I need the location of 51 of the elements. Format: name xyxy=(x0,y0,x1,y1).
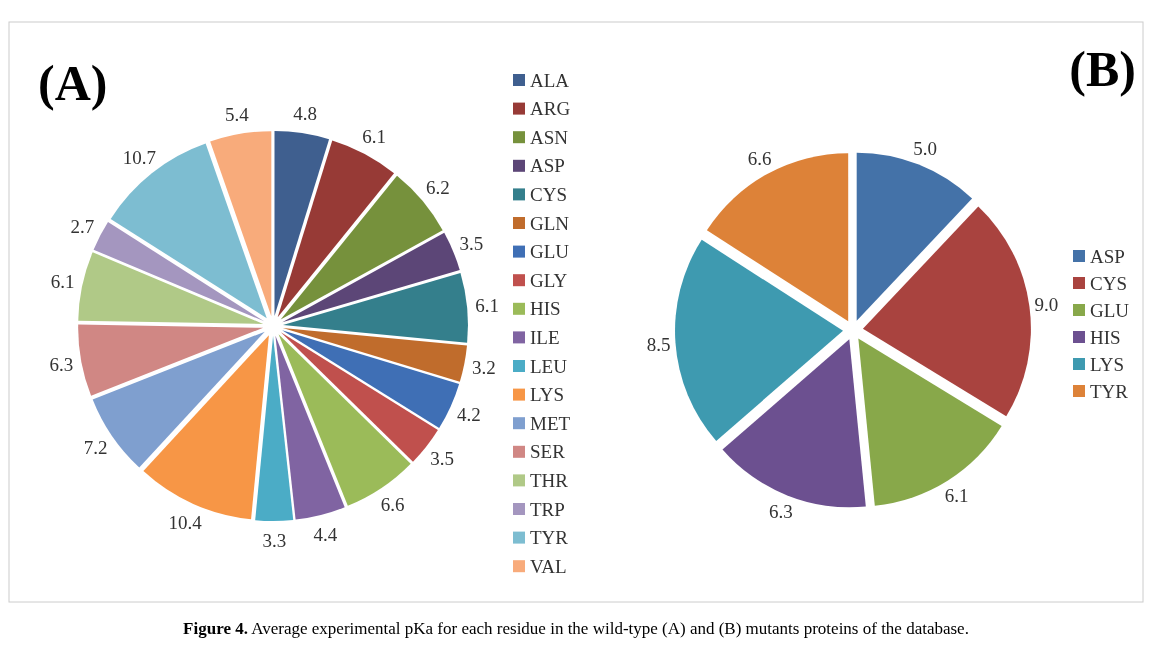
data-label: 6.2 xyxy=(425,177,450,199)
data-label: 6.1 xyxy=(944,484,969,506)
data-label: 10.4 xyxy=(168,511,203,533)
data-label: 6.6 xyxy=(747,148,772,170)
legend-label: CYS xyxy=(1090,272,1127,294)
legend-label: LEU xyxy=(530,355,568,377)
chart-title: (B) xyxy=(1069,41,1136,97)
legend-label: VAL xyxy=(530,555,567,577)
data-label: 6.3 xyxy=(769,500,793,522)
legend-label: LYS xyxy=(1090,353,1124,375)
data-label: 5.0 xyxy=(913,138,937,160)
data-label: 3.5 xyxy=(430,448,454,470)
legend-label: ALA xyxy=(530,69,570,91)
data-label: 6.6 xyxy=(380,494,405,516)
data-label: 2.7 xyxy=(70,215,95,237)
legend-label: GLN xyxy=(530,212,570,234)
data-label: 9.0 xyxy=(1034,293,1059,315)
legend-label: HIS xyxy=(530,298,561,320)
data-label: 10.7 xyxy=(122,147,156,169)
legend-label: TRP xyxy=(530,498,565,520)
legend-label: GLY xyxy=(530,269,568,291)
data-label: 6.3 xyxy=(49,353,74,375)
data-label: 7.2 xyxy=(83,437,108,458)
legend-label: MET xyxy=(530,412,571,434)
data-label: 4.4 xyxy=(313,524,338,545)
legend-label: HIS xyxy=(1090,326,1121,348)
legend-label: TYR xyxy=(1090,380,1129,402)
legend-label: GLU xyxy=(1090,299,1130,321)
data-label: 3.3 xyxy=(262,530,287,552)
caption: Figure 4. Average experimental pKa for each residue in the wild-type (A) and (B) mutants proteins of the database. xyxy=(183,619,969,638)
data-label: 6.1 xyxy=(475,295,499,317)
legend-label: ASN xyxy=(530,126,569,148)
legend-label: ASP xyxy=(530,155,565,177)
legend-label: GLU xyxy=(530,241,570,263)
legend-label: LYS xyxy=(530,384,564,406)
data-label: 4.2 xyxy=(456,404,481,426)
legend-label: ARG xyxy=(530,98,571,120)
data-label: 6.1 xyxy=(362,125,387,147)
legend-label: TYR xyxy=(530,527,569,549)
data-label: 5.4 xyxy=(225,103,250,125)
legend-label: CYS xyxy=(530,183,567,205)
data-label: 6.1 xyxy=(50,271,75,293)
legend-label: SER xyxy=(530,441,566,463)
legend-label: ILE xyxy=(530,326,560,348)
legend-label: THR xyxy=(530,469,569,491)
data-label: 8.5 xyxy=(646,333,671,355)
data-label: 4.8 xyxy=(293,102,317,124)
data-label: 3.2 xyxy=(472,357,496,379)
legend-label: ASP xyxy=(1090,245,1125,267)
chart-title: (A) xyxy=(38,55,108,111)
data-label: 3.5 xyxy=(459,232,484,254)
